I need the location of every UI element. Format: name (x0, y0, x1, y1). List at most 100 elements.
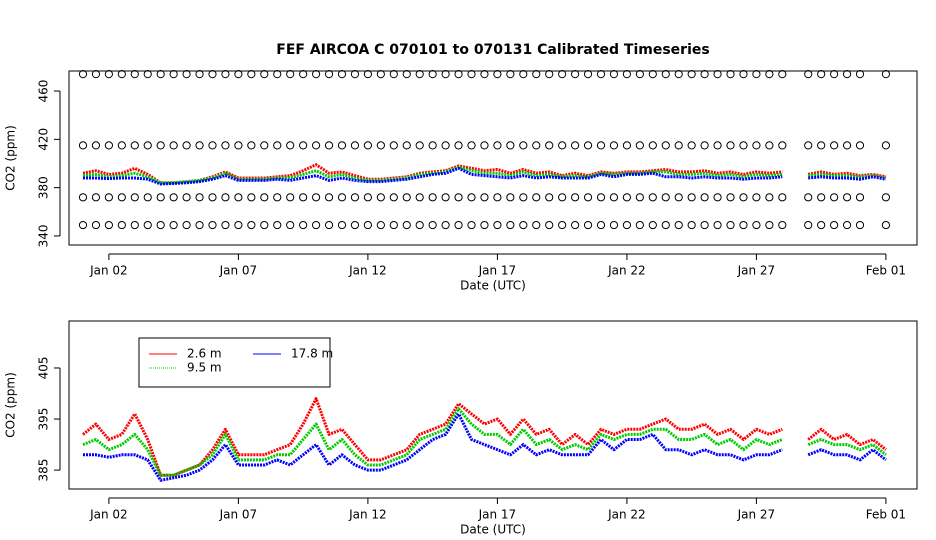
calibration-point (881, 193, 891, 202)
calibration-point (558, 220, 567, 230)
calibration-point (661, 193, 670, 202)
calibration-point (221, 220, 230, 230)
calibration-point (428, 141, 437, 150)
calibration-point (156, 193, 165, 202)
calibration-point (596, 220, 606, 230)
y-axis-label: CO2 (ppm) (4, 125, 18, 191)
calibration-point (519, 141, 528, 150)
y-tick-label: 380 (37, 176, 51, 199)
calibration-point (778, 220, 787, 230)
calibration-point (402, 220, 411, 230)
calibration-point (117, 220, 126, 230)
y-tick-label: 395 (37, 408, 51, 431)
calibration-point (817, 193, 826, 202)
calibration-point (260, 220, 269, 230)
calibration-point (687, 220, 696, 230)
calibration-point (713, 220, 722, 230)
calibration-point (389, 193, 398, 202)
calibration-point (273, 141, 282, 150)
calibration-point (324, 141, 334, 150)
calibration-point (765, 193, 774, 202)
calibration-point (78, 193, 88, 202)
calibration-point (700, 220, 709, 230)
calibration-point (260, 193, 269, 202)
calibration-point (117, 193, 126, 202)
calibration-point (402, 193, 411, 202)
calibration-point (506, 141, 515, 150)
calibration-point (842, 193, 852, 202)
calibration-point (842, 220, 852, 230)
calibration-point (842, 141, 852, 150)
calibration-point (117, 141, 126, 150)
calibration-point (713, 193, 722, 202)
x-tick-label: Jan 17 (478, 508, 517, 522)
calibration-point (337, 141, 347, 150)
calibration-point (881, 141, 891, 150)
calibration-point (428, 193, 437, 202)
calibration-point (130, 193, 139, 202)
calibration-point (700, 193, 709, 202)
calibration-point (752, 141, 761, 150)
calibration-point (130, 141, 139, 150)
calibration-point (169, 220, 178, 230)
calibration-point (454, 141, 463, 150)
calibration-point (350, 193, 360, 202)
calibration-point (415, 141, 424, 150)
calibration-point (752, 220, 761, 230)
calibration-point (545, 220, 554, 230)
x-axis-label: Date (UTC) (460, 523, 526, 537)
calibration-point (583, 220, 593, 230)
calibration-point (648, 193, 657, 202)
calibration-point (558, 141, 567, 150)
x-tick-label: Jan 22 (607, 508, 646, 522)
calibration-point (778, 141, 787, 150)
calibration-point (558, 193, 567, 202)
calibration-point (726, 141, 735, 150)
calibration-point (221, 141, 230, 150)
calibration-point (91, 220, 101, 230)
calibration-point (363, 141, 372, 150)
calibration-point (609, 193, 619, 202)
calibration-point (454, 220, 463, 230)
calibration-point (182, 193, 191, 202)
calibration-point (713, 141, 722, 150)
calibration-point (571, 220, 580, 230)
calibration-point (804, 193, 813, 202)
calibration-point (104, 220, 113, 230)
calibration-point (519, 220, 528, 230)
calibration-point (78, 220, 88, 230)
calibration-point (182, 141, 191, 150)
y-tick-label: 340 (37, 224, 51, 247)
calibration-point (467, 141, 476, 150)
calibration-point (532, 141, 541, 150)
calibration-point (260, 141, 269, 150)
x-tick-label: Jan 12 (348, 508, 387, 522)
calibration-point (726, 220, 735, 230)
calibration-point (855, 193, 865, 202)
y-tick-label: 420 (37, 128, 51, 151)
x-tick-label: Feb 01 (866, 264, 906, 278)
calibration-point (169, 141, 178, 150)
calibration-point (752, 193, 761, 202)
calibration-point (195, 220, 204, 230)
calibration-point (739, 193, 748, 202)
calibration-point (493, 141, 502, 150)
calibration-point (545, 193, 554, 202)
calibration-point (376, 193, 385, 202)
series-trace (83, 166, 887, 186)
calibration-point (234, 220, 243, 230)
calibration-point (350, 141, 360, 150)
calibration-point (739, 220, 748, 230)
calibration-point (156, 220, 165, 230)
calibration-point (91, 193, 101, 202)
calibration-point (104, 141, 113, 150)
series-trace (82, 407, 887, 477)
calibration-point (583, 193, 593, 202)
calibration-point (286, 141, 295, 150)
calibration-point (169, 193, 178, 202)
legend-label: 17.8 m (291, 347, 333, 361)
calibration-point (415, 193, 424, 202)
calibration-point (195, 193, 204, 202)
calibration-point (855, 220, 865, 230)
